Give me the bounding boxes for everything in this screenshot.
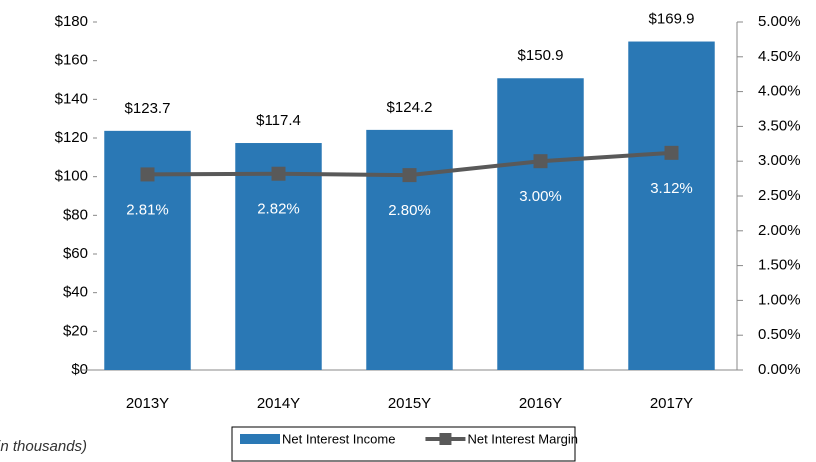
y-tick-label: $0 [71, 361, 88, 378]
bar [104, 130, 191, 370]
line-marker [140, 167, 155, 182]
y2-tick-label: 3.00% [758, 152, 801, 169]
y-tick-label: $160 [55, 52, 88, 69]
line-value-label: 3.12% [650, 180, 693, 197]
x-tick-label: 2017Y [650, 395, 693, 412]
y-tick-label: $100 [55, 168, 88, 185]
legend-box [231, 426, 576, 462]
bar-value-label: $124.2 [387, 99, 433, 116]
line-value-label: 2.80% [388, 202, 431, 219]
bar [628, 41, 715, 370]
line-marker [664, 145, 679, 160]
y2-tick-label: 4.50% [758, 48, 801, 65]
y2-tick-label: 5.00% [758, 13, 801, 30]
y2-tick-label: 2.50% [758, 187, 801, 204]
y2-tick-label: 2.00% [758, 222, 801, 239]
y2-tick-label: 0.50% [758, 326, 801, 343]
y-tick-label: $20 [63, 322, 88, 339]
x-tick-label: 2016Y [519, 395, 562, 412]
line-marker [402, 168, 417, 183]
y2-tick-label: 1.50% [758, 257, 801, 274]
legend-marker [439, 433, 452, 445]
x-tick-label: 2014Y [257, 395, 300, 412]
legend-label: Net Interest Income [282, 431, 395, 446]
y2-tick-label: 3.50% [758, 117, 801, 134]
y-tick-label: $40 [63, 284, 88, 301]
y-tick-label: $180 [55, 13, 88, 30]
line-marker [533, 154, 548, 169]
bar-value-label: $150.9 [518, 47, 564, 64]
x-tick-label: 2015Y [388, 395, 431, 412]
y2-tick-label: 0.00% [758, 361, 801, 378]
bar [366, 129, 453, 370]
legend-label: Net Interest Margin [467, 431, 578, 446]
units-note: (in thousands) [0, 438, 87, 455]
y-tick-label: $80 [63, 206, 88, 223]
y-tick-label: $140 [55, 90, 88, 107]
bar-value-label: $123.7 [125, 100, 171, 117]
x-tick-label: 2013Y [126, 395, 169, 412]
y2-tick-label: 4.00% [758, 83, 801, 100]
y-tick-label: $120 [55, 129, 88, 146]
bar [235, 143, 322, 370]
bar-value-label: $117.4 [256, 112, 301, 129]
line-value-label: 3.00% [519, 188, 562, 205]
line-value-label: 2.81% [126, 201, 169, 218]
y-tick-label: $60 [63, 245, 88, 262]
legend-swatch [240, 434, 280, 444]
bar [497, 78, 584, 370]
bar-value-label: $169.9 [649, 10, 695, 27]
y2-tick-label: 1.00% [758, 291, 801, 308]
line-marker [271, 166, 286, 181]
line-value-label: 2.82% [257, 201, 300, 218]
